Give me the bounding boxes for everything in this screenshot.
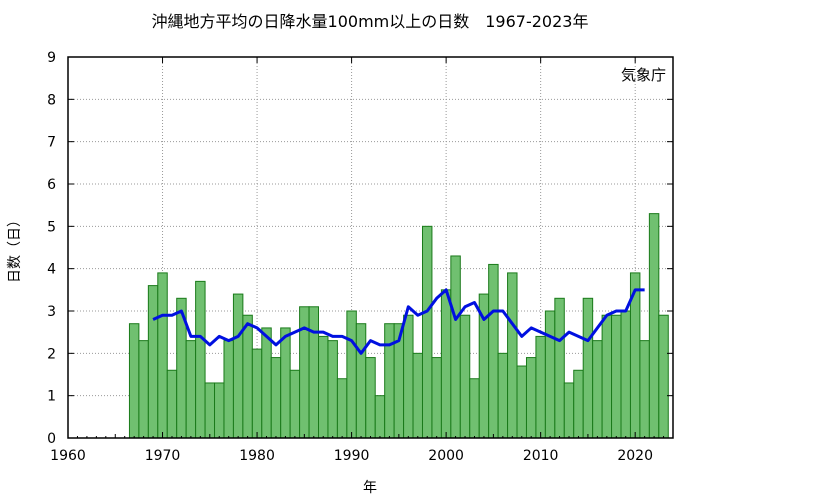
bar-2018 [611,314,622,439]
bar-1980 [251,348,263,439]
y-tick-label-6: 6 [47,177,56,193]
bar-1990 [346,310,357,439]
bar-1979 [242,314,253,439]
bar-2016 [592,340,603,439]
y-axis-label: 日数（日） [7,213,23,283]
bar-1992 [365,357,376,439]
y-tick-label-8: 8 [47,92,56,108]
bar-2019 [620,310,631,439]
bar-1991 [355,323,367,439]
x-axis-label: 年 [363,480,377,496]
bar-2006 [497,352,509,439]
y-axis-ticks: 0 1 2 3 4 5 6 7 8 9 [47,50,673,447]
bar-2003 [469,378,480,439]
bar-2012 [554,297,565,439]
bar-1997 [412,352,423,439]
bar-1998 [421,225,433,439]
bar-1974 [195,280,206,439]
bar-1973 [185,340,197,439]
bar-1994 [384,323,395,439]
x-tick-label-2010: 2010 [523,448,559,464]
bar-1996 [403,314,414,439]
chart-title: 沖縄地方平均の日降水量100mm以上の日数 1967-2023年 [152,12,589,31]
bar-2010 [535,335,546,439]
bar-2015 [582,297,594,439]
bar-1982 [270,357,282,439]
y-tick-label-2: 2 [47,346,56,362]
bar-1981 [261,327,272,439]
bar-1983 [280,327,291,439]
y-tick-label-4: 4 [47,262,56,278]
bar-1975 [204,382,216,439]
bar-2021 [639,340,650,439]
bar-2017 [601,314,613,439]
y-tick-label-3: 3 [47,304,56,320]
bar-1999 [431,357,442,439]
bar-2022 [648,213,660,439]
moving-average-series [152,288,645,355]
y-tick-label-9: 9 [47,50,56,66]
x-tick-label-2000: 2000 [428,448,464,464]
bar-1988 [327,340,338,439]
bar-series [128,213,669,439]
bar-1976 [214,382,225,439]
x-tick-label-1970: 1970 [145,448,181,464]
moving-average-line [152,288,645,355]
bar-2008 [516,365,527,439]
bar-2007 [507,272,518,439]
x-tick-label-1980: 1980 [239,448,275,464]
bar-1971 [166,369,178,439]
y-tick-label-7: 7 [47,135,56,151]
x-tick-label-1990: 1990 [334,448,370,464]
bar-1989 [336,378,348,439]
y-tick-label-1: 1 [47,389,56,405]
bar-1969 [147,285,159,439]
bar-2005 [488,263,499,439]
x-tick-label-1960: 1960 [50,448,86,464]
bar-2013 [563,382,575,439]
bar-2011 [544,310,556,439]
y-tick-label-0: 0 [47,431,56,447]
bar-1967 [128,323,140,439]
bar-1978 [232,293,244,439]
bar-2002 [459,314,471,439]
x-tick-label-2020: 2020 [617,448,653,464]
bar-2001 [450,255,461,439]
bar-2009 [525,357,537,439]
bar-1970 [157,272,168,439]
bar-1984 [289,369,301,439]
bar-1987 [318,335,329,439]
bar-1986 [308,306,319,439]
credit-label: 気象庁 [621,66,666,84]
bar-2023 [658,314,669,439]
x-axis-ticks: 1960 1970 1980 1990 2000 2010 2020 [50,57,674,464]
bar-2000 [440,289,452,439]
y-tick-label-5: 5 [47,219,56,235]
bar-1993 [374,395,386,439]
bar-1977 [223,340,234,439]
bar-1968 [138,340,149,439]
bar-2014 [573,369,584,439]
